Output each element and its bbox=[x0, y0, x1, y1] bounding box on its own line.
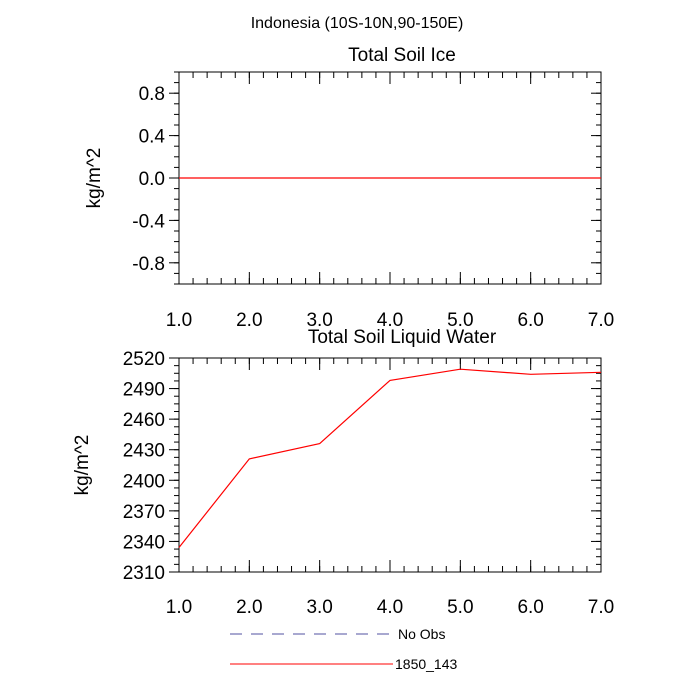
y-tick-label: -0.8 bbox=[132, 254, 165, 275]
x-tick-label: 1.0 bbox=[166, 310, 192, 331]
x-tick-label: 4.0 bbox=[377, 597, 403, 618]
y-tick-label: 2370 bbox=[123, 502, 165, 523]
legend: No Obs 1850_143 bbox=[230, 626, 458, 672]
legend-label: 1850_143 bbox=[395, 656, 458, 672]
x-tick-label: 7.0 bbox=[588, 310, 614, 331]
x-tick-label: 7.0 bbox=[588, 597, 614, 618]
y-tick-label: -0.4 bbox=[132, 211, 165, 232]
x-tick-label: 2.0 bbox=[236, 310, 262, 331]
y-tick-label: 0.0 bbox=[139, 169, 165, 190]
x-tick-label: 5.0 bbox=[447, 597, 473, 618]
y-tick-label: 2460 bbox=[123, 410, 165, 431]
y-tick-label: 2400 bbox=[123, 471, 165, 492]
x-tick-label: 6.0 bbox=[517, 310, 543, 331]
panel-title: Total Soil Liquid Water bbox=[308, 327, 497, 348]
legend-label: No Obs bbox=[398, 626, 445, 642]
x-tick-label: 4.0 bbox=[377, 310, 403, 331]
x-tick-label: 3.0 bbox=[306, 597, 332, 618]
x-tick-label: 6.0 bbox=[517, 597, 543, 618]
y-tick-label: 2490 bbox=[123, 380, 165, 401]
y-tick-label: 2340 bbox=[123, 532, 165, 553]
y-axis-label: kg/m^2 bbox=[72, 435, 93, 496]
y-axis-label: kg/m^2 bbox=[84, 148, 105, 209]
x-tick-label: 3.0 bbox=[306, 310, 332, 331]
y-tick-label: 2430 bbox=[123, 441, 165, 462]
x-tick-label: 2.0 bbox=[236, 597, 262, 618]
figure-title: Indonesia (10S-10N,90-150E) bbox=[251, 15, 464, 32]
y-tick-label: 0.4 bbox=[139, 127, 166, 148]
panel-total-soil-liquid-water: Total Soil Liquid Water kg/m^2 1.0 2.0 3.0 4.… bbox=[72, 327, 614, 618]
x-tick-label: 1.0 bbox=[166, 597, 192, 618]
x-tick-label: 5.0 bbox=[447, 310, 473, 331]
series-line bbox=[178, 368, 602, 548]
panel-total-soil-ice: Total Soil Ice kg/m^2 1.0 2.0 3.0 4.0 5.0 6.0 7.… bbox=[84, 45, 614, 331]
panel-title: Total Soil Ice bbox=[348, 45, 456, 66]
plot-frame bbox=[178, 357, 602, 573]
y-tick-label: 2520 bbox=[123, 349, 165, 370]
y-tick-label: 2310 bbox=[123, 563, 165, 584]
y-tick-label: 0.8 bbox=[139, 84, 165, 105]
